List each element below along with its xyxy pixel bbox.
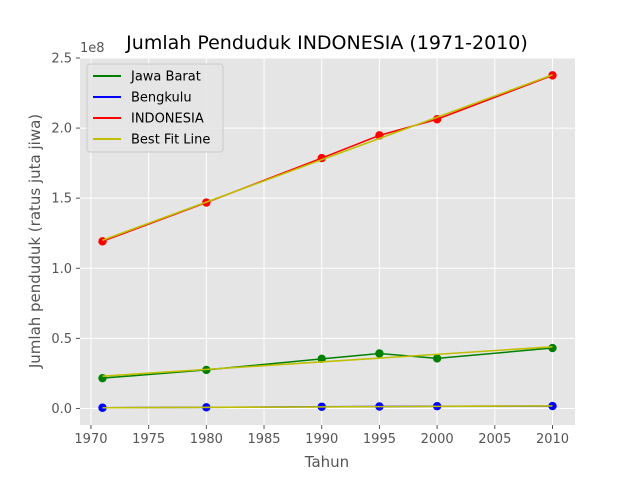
legend-label-jawa-barat: Jawa Barat (130, 70, 201, 85)
y-tick-label: 2.0 (51, 122, 72, 137)
y-axis-ticks: 0.0 0.5 1.0 1.5 2.0 2.5 (51, 52, 80, 417)
x-tick-label: 2005 (478, 432, 511, 447)
best-fit-line (102, 405, 553, 409)
legend-label-bengkulu: Bengkulu (131, 91, 192, 106)
x-tick-label: 1990 (305, 432, 338, 447)
series-layer (98, 71, 557, 412)
x-tick-label: 2010 (536, 432, 569, 447)
y-tick-label: 2.5 (51, 52, 72, 67)
x-tick-label: 1985 (247, 432, 280, 447)
x-axis-ticks: 1970 1975 1980 1985 1990 1995 2000 2005 2010 (74, 425, 569, 447)
best-fit-line (102, 345, 553, 378)
y-offset-label: 1e8 (80, 41, 105, 56)
chart-title: Jumlah Penduduk INDONESIA (1971-2010) (125, 32, 528, 54)
data-point-jawa-barat (432, 354, 442, 363)
legend-label-indonesia: INDONESIA (131, 112, 204, 127)
y-tick-label: 0.5 (51, 332, 72, 347)
y-tick-label: 0.0 (51, 402, 72, 417)
x-tick-label: 1970 (74, 432, 107, 447)
x-tick-label: 1980 (190, 432, 223, 447)
legend-box (86, 63, 224, 153)
data-point-jawa-barat (317, 354, 326, 364)
x-axis-title: Tahun (304, 453, 349, 471)
best-fit-line (102, 74, 553, 241)
legend-label-best-fit: Best Fit Line (131, 133, 210, 148)
data-point-jawa-barat (548, 343, 557, 353)
legend: Jawa Barat Bengkulu INDONESIA Best Fit L… (86, 63, 224, 153)
x-tick-label: 1995 (363, 432, 396, 447)
x-tick-label: 1975 (132, 432, 165, 447)
x-tick-label: 2000 (421, 432, 454, 447)
y-axis-title: Jumlah penduduk (ratus juta jiwa) (26, 114, 44, 369)
y-tick-label: 1.5 (51, 192, 72, 207)
data-point-jawa-barat (375, 349, 384, 358)
y-tick-label: 1.0 (51, 262, 72, 277)
